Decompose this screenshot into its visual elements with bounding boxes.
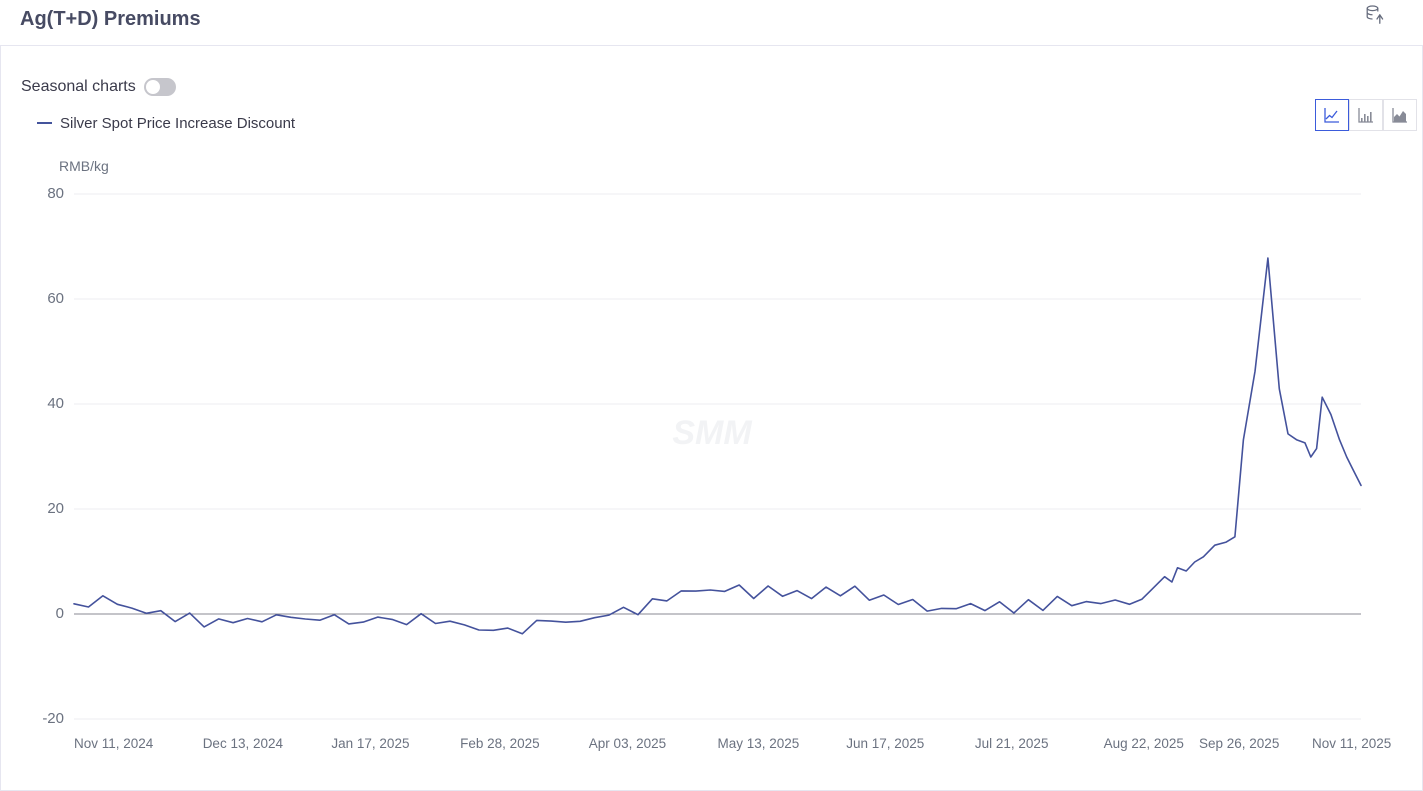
svg-text:Jan 17, 2025: Jan 17, 2025 bbox=[331, 736, 409, 751]
svg-text:20: 20 bbox=[47, 500, 64, 517]
svg-text:RMB/kg: RMB/kg bbox=[59, 158, 109, 174]
svg-text:Jul 21, 2025: Jul 21, 2025 bbox=[975, 736, 1049, 751]
svg-text:Apr 03, 2025: Apr 03, 2025 bbox=[589, 736, 666, 751]
svg-text:80: 80 bbox=[47, 185, 64, 202]
svg-text:60: 60 bbox=[47, 290, 64, 307]
svg-text:May 13, 2025: May 13, 2025 bbox=[718, 736, 800, 751]
svg-text:Sep 26, 2025: Sep 26, 2025 bbox=[1199, 736, 1279, 751]
svg-text:Jun 17, 2025: Jun 17, 2025 bbox=[846, 736, 924, 751]
svg-text:40: 40 bbox=[47, 395, 64, 412]
svg-text:Nov 11, 2024: Nov 11, 2024 bbox=[74, 736, 154, 751]
svg-text:Dec 13, 2024: Dec 13, 2024 bbox=[203, 736, 284, 751]
svg-text:-20: -20 bbox=[42, 710, 64, 727]
svg-text:Feb 28, 2025: Feb 28, 2025 bbox=[460, 736, 540, 751]
svg-text:0: 0 bbox=[56, 605, 64, 622]
svg-text:SMM: SMM bbox=[672, 414, 752, 452]
svg-text:Nov 11, 2025: Nov 11, 2025 bbox=[1312, 736, 1391, 751]
svg-text:Aug 22, 2025: Aug 22, 2025 bbox=[1104, 736, 1184, 751]
